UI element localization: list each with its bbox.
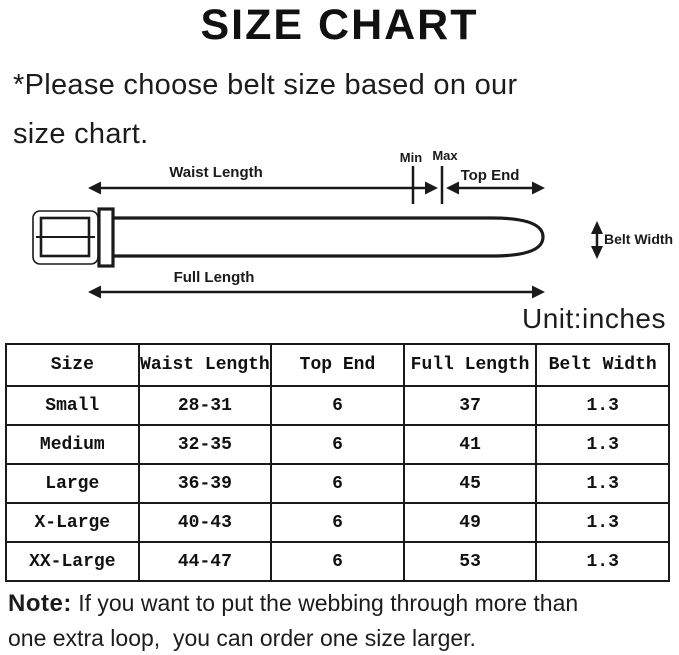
- note-line-2: one extra loop, you can order one size l…: [8, 625, 476, 651]
- cell-full-length: 41: [402, 424, 538, 465]
- cell-size: Small: [5, 385, 140, 426]
- column-header-top-end: Top End: [270, 343, 405, 387]
- waist-length-arrow: [88, 181, 438, 195]
- note-text-1: If you want to put the webbing through m…: [71, 590, 579, 616]
- cell-waist: 40-43: [137, 502, 273, 543]
- full-length-arrow: [88, 285, 545, 299]
- min-label: Min: [400, 150, 422, 165]
- max-label: Max: [432, 148, 458, 163]
- top-end-label: Top End: [461, 167, 520, 184]
- belt-width-arrow: [591, 221, 603, 259]
- belt-width-label: Belt Width: [604, 231, 673, 247]
- cell-size: XX-Large: [5, 541, 140, 582]
- note-label: Note:: [8, 590, 72, 617]
- note-line-1: Note: If you want to put the webbing thr…: [8, 586, 674, 621]
- cell-belt-width: 1.3: [535, 541, 670, 582]
- cell-top-end: 6: [270, 541, 405, 582]
- cell-waist: 32-35: [137, 424, 273, 465]
- table-row-x-large: X-Large 40-43 6 49 1.3: [5, 502, 670, 543]
- subtitle: *Please choose belt size based on our si…: [13, 61, 673, 159]
- unit-label: Unit:inches: [521, 303, 666, 334]
- cell-full-length: 53: [402, 541, 538, 582]
- column-header-size: Size: [5, 343, 140, 387]
- full-length-label: Full Length: [174, 269, 255, 286]
- belt-measurement-diagram: Waist Length Min Max Top End Belt Width: [32, 148, 673, 299]
- table-row-small: Small 28-31 6 37 1.3: [5, 385, 670, 426]
- page-title: SIZE CHART: [200, 1, 479, 49]
- cell-waist: 28-31: [137, 385, 273, 426]
- cell-belt-width: 1.3: [535, 385, 670, 426]
- cell-waist: 36-39: [137, 463, 273, 504]
- cell-top-end: 6: [270, 385, 405, 426]
- belt-illustration: [32, 207, 545, 268]
- cell-full-length: 45: [402, 463, 538, 504]
- cell-size: X-Large: [5, 502, 140, 543]
- cell-top-end: 6: [270, 463, 405, 504]
- waist-length-label: Waist Length: [169, 164, 263, 181]
- cell-size: Large: [5, 463, 140, 504]
- cell-top-end: 6: [270, 502, 405, 543]
- cell-full-length: 49: [402, 502, 538, 543]
- size-table: Size Waist Length Top End Full Length Be…: [5, 343, 670, 582]
- note: Note: If you want to put the webbing thr…: [8, 586, 674, 655]
- table-row-xx-large: XX-Large 44-47 6 53 1.3: [5, 541, 670, 582]
- cell-belt-width: 1.3: [535, 463, 670, 504]
- table-header-row: Size Waist Length Top End Full Length Be…: [5, 343, 670, 387]
- column-header-waist-length: Waist Length: [137, 343, 273, 387]
- cell-top-end: 6: [270, 424, 405, 465]
- belt-keeper-loop: [97, 207, 115, 268]
- belt-strap: [93, 216, 545, 258]
- column-header-full-length: Full Length: [402, 343, 538, 387]
- top-end-arrow: [446, 181, 545, 195]
- cell-full-length: 37: [402, 385, 538, 426]
- subtitle-line-1: *Please choose belt size based on our: [13, 69, 518, 101]
- table-row-medium: Medium 32-35 6 41 1.3: [5, 424, 670, 465]
- column-header-belt-width: Belt Width: [535, 343, 670, 387]
- cell-belt-width: 1.3: [535, 424, 670, 465]
- cell-size: Medium: [5, 424, 140, 465]
- table-row-large: Large 36-39 6 45 1.3: [5, 463, 670, 504]
- cell-belt-width: 1.3: [535, 502, 670, 543]
- subtitle-line-2: size chart.: [13, 118, 149, 150]
- cell-waist: 44-47: [137, 541, 273, 582]
